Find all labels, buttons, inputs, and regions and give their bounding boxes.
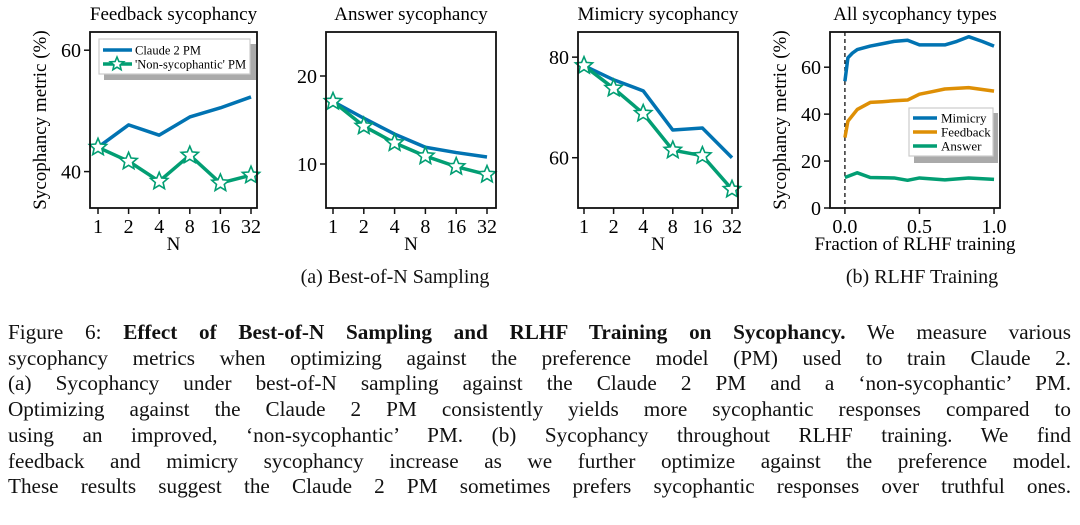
plot-frame (577, 31, 739, 209)
chart-panel-2: Mimicry sycophancy 60 80 1 2 4 8 16 32 N (549, 4, 743, 255)
caption-line: using an improved, ‘non-sycophantic’ PM.… (8, 422, 1071, 447)
star-marker (632, 102, 654, 123)
series-line-1 (97, 145, 252, 185)
chart-title: All sycophancy types (833, 4, 997, 25)
x-tick-label: 32 (477, 216, 497, 238)
x-tick-label: 0.0 (832, 216, 857, 238)
x-tick-label: 2 (359, 216, 369, 238)
series-line-0 (332, 99, 488, 159)
star-marker (108, 54, 126, 72)
x-tick-label: 1 (328, 216, 338, 238)
x-tick-label: 8 (668, 216, 678, 238)
x-tick-label: 1 (579, 216, 589, 238)
x-tick-label: 4 (390, 216, 400, 238)
legend-label: 'Non-sycophantic' PM (135, 58, 246, 72)
y-tick-label: 40 (61, 162, 81, 184)
x-tick-label: 32 (722, 216, 742, 238)
subcaption-b: (b) RLHF Training (845, 266, 999, 288)
y-tick-label: 10 (297, 154, 317, 176)
x-tick-label: 4 (638, 216, 648, 238)
chart-title: Mimicry sycophancy (578, 4, 739, 25)
subcaption-a: (a) Best-of-N Sampling (300, 266, 490, 288)
caption-line: sycophancy metrics when optimizing again… (8, 345, 1071, 370)
caption-line: (a) Sycophancy under best-of-N sampling … (8, 371, 1071, 396)
caption-bold-title: Effect of Best-of-N Sampling and RLHF Tr… (123, 320, 846, 344)
caption-line: feedback and mimicry sycophancy increase… (8, 448, 1071, 473)
chart-panel-3: All sycophancy types 0 20 40 60 0.0 0.5 1.0Frac… (770, 4, 1016, 255)
chart-title: Feedback sycophancy (90, 4, 258, 25)
star-marker (603, 77, 625, 98)
x-tick-label: 1 (93, 216, 103, 238)
x-tick-label: 2 (124, 216, 134, 238)
series-line-1 (331, 100, 488, 177)
y-tick-label: 40 (801, 104, 821, 126)
star-marker (353, 115, 375, 136)
legend-box (98, 38, 251, 75)
x-tick-label: 16 (692, 216, 712, 238)
star-marker (118, 150, 140, 171)
caption-label: Figure 6: (8, 320, 124, 344)
x-axis-label: N (167, 234, 181, 255)
star-marker (148, 170, 170, 191)
chart-panel-1: Answer sycophancy 10 20 1 2 4 8 16 32 N (297, 4, 498, 255)
series-line-1 (582, 64, 734, 191)
series-line-0 (583, 64, 734, 159)
series-line-0 (96, 95, 252, 149)
y-axis-label: Sycophancy metric (%) (770, 30, 791, 209)
x-tick-label: 8 (185, 216, 195, 238)
series-line-2 (844, 171, 995, 183)
legend-label: Mimicry (941, 111, 987, 126)
x-tick-label: 2 (609, 216, 619, 238)
x-tick-label: 8 (420, 216, 430, 238)
star-marker (691, 144, 713, 165)
series-line-0 (843, 34, 995, 82)
legend-label: Claude 2 PM (135, 44, 201, 58)
y-tick-label: 0 (811, 198, 821, 220)
caption-text: We measure various (845, 320, 1071, 344)
star-marker (87, 136, 109, 157)
y-tick-label: 80 (549, 47, 569, 69)
caption-line: Figure 6: Effect of Best-of-N Sampling a… (8, 320, 1071, 346)
x-tick-label: 16 (446, 216, 466, 238)
x-tick-label: 4 (154, 216, 164, 238)
star-marker (414, 145, 436, 166)
y-axis-label: Sycophancy metric (%) (30, 30, 51, 209)
plot-frame (89, 31, 258, 209)
caption-line: Optimizing against the Claude 2 PM consi… (8, 397, 1071, 422)
star-marker (662, 139, 684, 160)
caption-line: These results suggest the Claude 2 PM so… (8, 474, 1071, 499)
y-tick-label: 20 (801, 151, 821, 173)
x-tick-label: 16 (210, 216, 230, 238)
x-tick-label: 0.5 (907, 216, 932, 238)
star-marker (445, 155, 467, 176)
y-tick-label: 60 (549, 148, 569, 170)
plot-frame (325, 31, 497, 209)
x-axis-label: N (404, 234, 418, 255)
star-marker (209, 172, 231, 193)
star-marker (384, 131, 406, 152)
x-tick-label: 32 (241, 216, 261, 238)
y-tick-label: 60 (801, 57, 821, 79)
figure-caption: Figure 6: Effect of Best-of-N Sampling a… (8, 320, 1071, 500)
star-marker (476, 163, 498, 184)
x-axis-label: N (651, 234, 665, 255)
legend-label: Feedback (941, 125, 991, 140)
legend-label: Answer (941, 139, 982, 154)
plot-frame (829, 31, 1001, 209)
y-tick-label: 60 (61, 40, 81, 62)
chart-title: Answer sycophancy (334, 4, 488, 25)
x-axis-label: Fraction of RLHF training (814, 234, 1016, 255)
chart-panel-0: Feedback sycophancy 40 60 1 2 4 8 16 32 N Sycophan… (30, 4, 262, 255)
series-line-1 (843, 85, 995, 138)
y-tick-label: 20 (297, 66, 317, 88)
x-tick-label: 1.0 (982, 216, 1007, 238)
star-marker (179, 144, 201, 165)
